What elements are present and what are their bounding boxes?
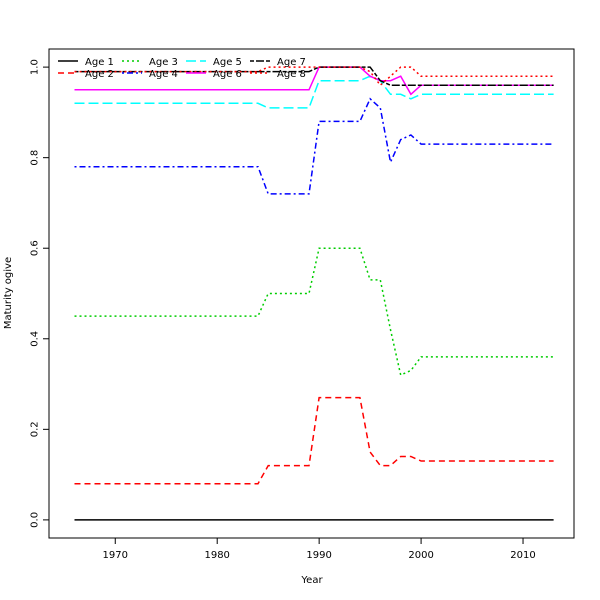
y-tick-label: 0.0 xyxy=(30,512,41,528)
y-axis-label: Maturity ogive xyxy=(3,257,14,329)
legend-label-7: Age 7 xyxy=(277,57,306,68)
y-tick-label: 0.4 xyxy=(30,331,41,347)
x-tick-label: 2010 xyxy=(510,550,535,561)
legend-label-4: Age 4 xyxy=(149,69,178,80)
x-tick-label: 1970 xyxy=(103,550,128,561)
series-line-2 xyxy=(74,396,554,485)
series-line-7 xyxy=(74,66,554,86)
y-tick-label: 0.8 xyxy=(30,150,41,166)
legend-label-8: Age 8 xyxy=(277,69,306,80)
x-tick-label: 1980 xyxy=(204,550,229,561)
legend-label-6: Age 6 xyxy=(213,69,242,80)
y-tick-label: 1.0 xyxy=(30,59,41,75)
x-axis: 1970 1980 1990 2000 2010 xyxy=(103,538,536,561)
legend-label-2: Age 2 xyxy=(85,69,114,80)
legend-label-3: Age 3 xyxy=(149,57,178,68)
plot-frame xyxy=(48,48,575,539)
series-line-5 xyxy=(74,75,554,109)
series-layer xyxy=(74,66,554,521)
y-axis: 0.0 0.2 0.4 0.6 0.8 1.0 xyxy=(30,59,49,528)
y-tick-label: 0.2 xyxy=(30,421,41,437)
series-line-8 xyxy=(74,66,554,87)
y-tick-label: 0.6 xyxy=(30,240,41,256)
x-tick-label: 2000 xyxy=(408,550,433,561)
series-line-4 xyxy=(74,97,554,195)
legend-label-1: Age 1 xyxy=(85,57,114,68)
x-axis-label: Year xyxy=(300,575,323,586)
x-tick-label: 1990 xyxy=(306,550,331,561)
legend-label-5: Age 5 xyxy=(213,57,242,68)
series-line-3 xyxy=(74,247,554,377)
